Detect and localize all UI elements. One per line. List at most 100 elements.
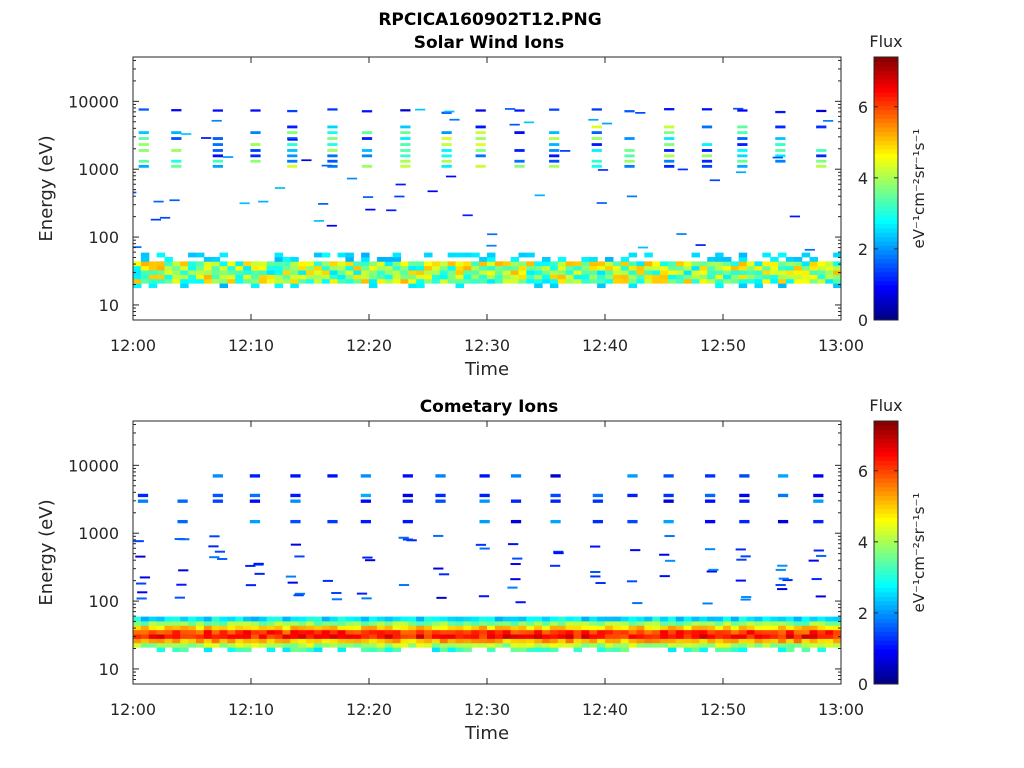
heatmap-cell xyxy=(227,278,236,284)
heatmap-cell xyxy=(605,642,614,648)
heatmap-cell xyxy=(762,274,771,280)
heatmap-cell xyxy=(416,634,425,639)
heatmap-cell xyxy=(475,131,486,135)
heatmap-cell xyxy=(754,283,763,289)
heatmap-cell xyxy=(715,270,724,275)
x-tick-label: 12:40 xyxy=(582,336,628,355)
heatmap-cell xyxy=(140,634,150,639)
heatmap-cell xyxy=(188,252,197,258)
heatmap-cell xyxy=(479,474,490,478)
heatmap-cell xyxy=(628,620,638,626)
heatmap-cell xyxy=(249,499,261,503)
heatmap-cell xyxy=(762,278,771,284)
heatmap-cell xyxy=(699,625,708,631)
heatmap-cell xyxy=(515,601,526,604)
heatmap-cell xyxy=(754,642,763,648)
heatmap-cell xyxy=(667,274,677,280)
heatmap-cell xyxy=(282,274,291,280)
heatmap-cell xyxy=(628,638,638,644)
figure-title: RPCICA160902T12.PNG xyxy=(378,10,601,30)
heatmap-cell xyxy=(345,620,354,626)
heatmap-cell xyxy=(560,150,571,152)
heatmap-cell xyxy=(620,638,630,644)
heatmap-cell xyxy=(542,616,551,622)
y-tick-label: 10000 xyxy=(68,456,119,475)
heatmap-cell xyxy=(675,270,685,275)
heatmap-cell xyxy=(715,638,724,644)
heatmap-cell xyxy=(329,274,339,280)
heatmap-cell xyxy=(775,137,786,140)
heatmap-cell xyxy=(514,149,525,152)
colorbar-segment xyxy=(874,153,898,159)
heatmap-cell xyxy=(445,175,457,178)
colorbar-segment xyxy=(874,201,898,207)
heatmap-cell xyxy=(557,642,567,648)
heatmap-cell xyxy=(660,620,669,626)
heatmap-cell xyxy=(612,274,622,280)
heatmap-cell xyxy=(813,474,824,478)
heatmap-cell xyxy=(408,265,417,271)
heatmap-cell xyxy=(235,634,244,639)
heatmap-cell xyxy=(746,274,756,280)
colorbar-segment xyxy=(874,227,898,233)
heatmap-cell xyxy=(211,256,221,262)
y-tick-label: 1000 xyxy=(78,160,119,179)
heatmap-cell xyxy=(219,261,228,267)
heatmap-cell xyxy=(664,164,675,168)
heatmap-cell xyxy=(266,625,276,631)
x-tick-label: 12:20 xyxy=(346,336,392,355)
heatmap-cell xyxy=(172,270,181,275)
colorbar-segment xyxy=(874,170,898,176)
heatmap-cell xyxy=(691,261,700,267)
heatmap-cell xyxy=(172,647,181,653)
colorbar-segment xyxy=(874,184,898,189)
colorbar-segment xyxy=(874,223,898,229)
colorbar-segment xyxy=(874,605,898,610)
heatmap-cell xyxy=(171,137,182,140)
heatmap-cell xyxy=(612,642,622,648)
heatmap-cell xyxy=(502,625,512,631)
heatmap-cell xyxy=(290,261,299,267)
heatmap-cell xyxy=(298,278,307,284)
heatmap-cell xyxy=(691,642,700,648)
heatmap-cell xyxy=(778,283,787,289)
heatmap-cell xyxy=(573,638,582,644)
heatmap-cell xyxy=(164,256,173,262)
heatmap-cell xyxy=(778,265,787,271)
heatmap-cell xyxy=(573,274,582,280)
heatmap-cell xyxy=(487,270,496,275)
heatmap-cell xyxy=(439,634,449,639)
heatmap-cell xyxy=(636,625,645,631)
heatmap-cell xyxy=(376,647,386,653)
heatmap-cell xyxy=(209,535,220,538)
heatmap-cell xyxy=(180,283,189,289)
heatmap-cell xyxy=(705,474,716,478)
heatmap-cell xyxy=(581,274,590,280)
x-tick-label: 13:00 xyxy=(818,336,864,355)
heatmap-cell xyxy=(816,164,827,168)
heatmap-cell xyxy=(789,215,800,218)
heatmap-cell xyxy=(463,647,472,653)
heatmap-cell xyxy=(235,274,244,280)
heatmap-cell xyxy=(266,265,276,271)
heatmap-cell xyxy=(815,595,826,598)
heatmap-cell xyxy=(620,642,630,648)
heatmap-cell xyxy=(306,261,315,267)
heatmap-cell xyxy=(775,149,786,152)
heatmap-cell xyxy=(573,642,582,648)
heatmap-cell xyxy=(174,596,185,599)
heatmap-cell xyxy=(327,149,338,152)
heatmap-cell xyxy=(471,642,480,648)
heatmap-cell xyxy=(683,616,693,622)
heatmap-cell xyxy=(502,638,512,644)
heatmap-cell xyxy=(664,125,675,129)
heatmap-cell xyxy=(620,278,630,284)
heatmap-cell xyxy=(675,620,685,626)
heatmap-cell xyxy=(778,638,787,644)
heatmap-cell xyxy=(557,620,567,626)
heatmap-cell xyxy=(203,647,213,653)
heatmap-cell xyxy=(431,616,441,622)
heatmap-cell xyxy=(526,274,535,280)
heatmap-cell xyxy=(439,625,449,631)
heatmap-cell xyxy=(431,270,441,275)
